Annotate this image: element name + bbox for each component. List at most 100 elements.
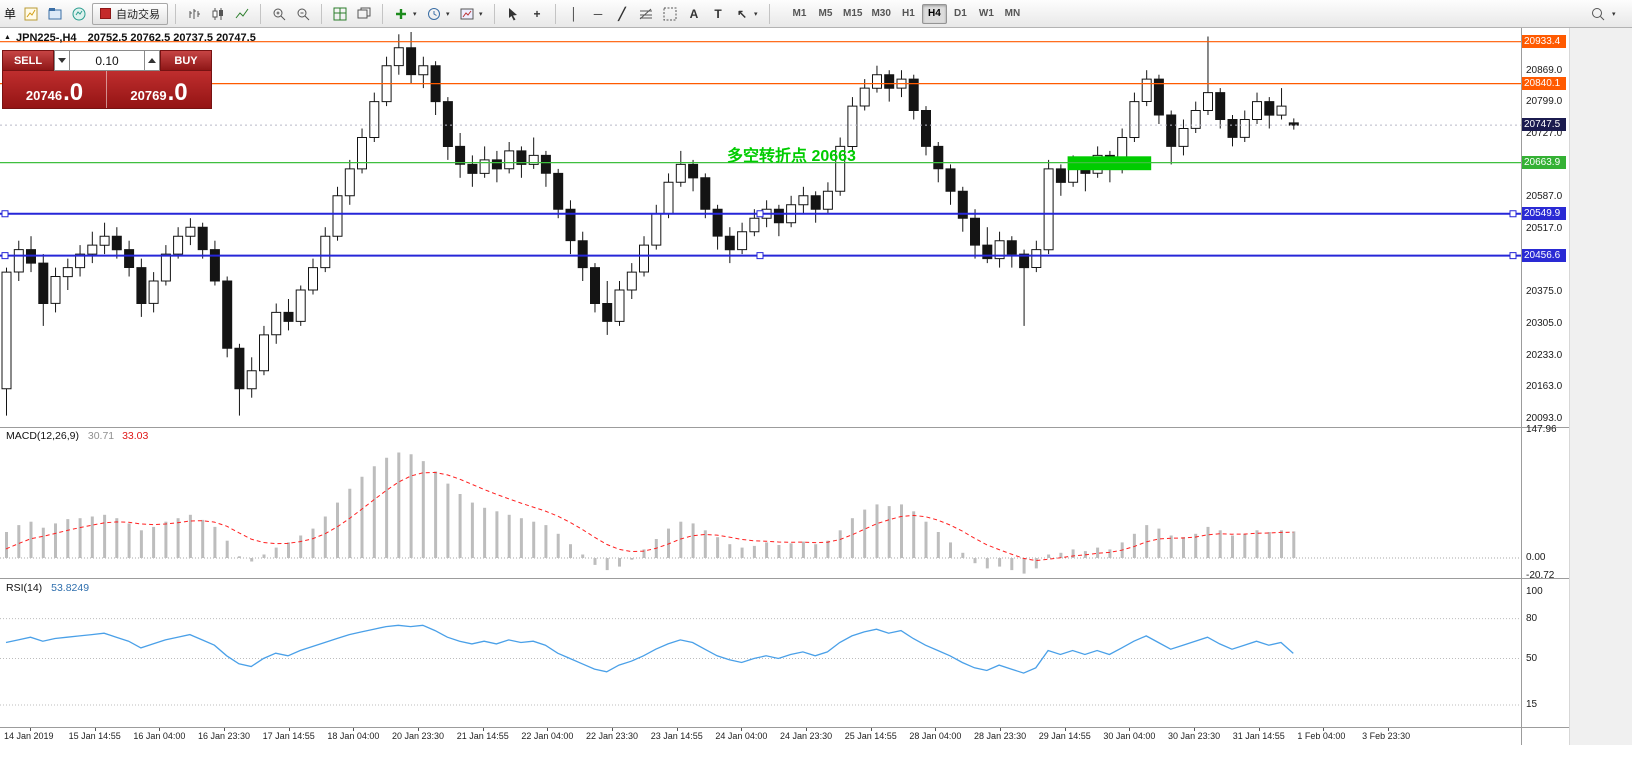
search-dropdown-icon[interactable]: ▾ [1612, 10, 1616, 18]
line-chart-mode-icon[interactable] [231, 2, 253, 26]
templates-dropdown-icon[interactable]: ▾ [479, 10, 483, 18]
fibonacci-tool-icon[interactable] [635, 2, 657, 26]
price-axis-label: 20727.0 [1526, 128, 1563, 140]
hline-handle[interactable] [757, 253, 763, 259]
time-axis-tick [482, 728, 484, 731]
time-axis-label: 16 Jan 04:00 [133, 731, 186, 741]
horizontal-line-tool-icon[interactable]: ─ [593, 6, 603, 21]
crosshair-tool-icon[interactable]: + [533, 6, 541, 21]
zoom-out-icon[interactable] [292, 2, 314, 26]
sell-price-int: 20746 [25, 88, 63, 103]
candle-up [848, 106, 857, 146]
sell-button[interactable]: SELL [2, 50, 54, 71]
candle-down [566, 209, 575, 240]
hline-handle[interactable] [1510, 253, 1516, 259]
rsi-line [6, 625, 1293, 673]
hline-handle[interactable] [2, 211, 8, 217]
timeframe-button-W1[interactable]: W1 [974, 4, 999, 24]
candle-down [811, 196, 820, 210]
volume-decrease-button[interactable] [54, 50, 70, 71]
arrows-dropdown-icon[interactable]: ▾ [754, 10, 758, 18]
bar-chart-mode-icon[interactable] [183, 2, 205, 26]
rsi-axis-label: 100 [1526, 586, 1543, 597]
candle-down [1020, 254, 1029, 268]
candle-down [39, 263, 48, 303]
time-axis-label: 30 Jan 23:30 [1168, 731, 1221, 741]
profiles-icon[interactable] [44, 2, 66, 26]
periods-icon[interactable] [423, 2, 445, 26]
time-axis[interactable]: 14 Jan 2019 15 Jan 14:55 16 Jan 04:00 16 Ja… [0, 728, 1521, 745]
search-icon[interactable] [1587, 2, 1609, 26]
price-axis-label: 20517.0 [1526, 222, 1563, 234]
time-axis-tick [94, 728, 96, 731]
candle-up [627, 272, 636, 290]
time-axis-tick [547, 728, 549, 731]
candle-down [591, 268, 600, 304]
hline-handle[interactable] [757, 211, 763, 217]
market-watch-icon[interactable] [68, 2, 90, 26]
time-axis-tick [1323, 728, 1325, 731]
candle-down [983, 245, 992, 259]
candle-down [431, 66, 440, 102]
text-tool-icon[interactable]: A [689, 6, 699, 21]
candle-up [1179, 129, 1188, 147]
indicators-icon[interactable] [390, 2, 412, 26]
sell-price-display[interactable]: 20746 .0 [3, 71, 107, 108]
trendline-tool-icon[interactable]: ╱ [618, 6, 626, 21]
tile-windows-icon[interactable] [329, 2, 351, 26]
new-order-button[interactable]: 单 [4, 7, 17, 21]
time-axis-tick [353, 728, 355, 731]
one-click-trade-panel: SELL 0.10 BUY 20746 .0 20769 .0 [2, 50, 212, 109]
candle-down [443, 102, 452, 147]
macd-histogram [7, 453, 1294, 574]
candle-down [1167, 115, 1176, 146]
cascade-windows-icon[interactable] [353, 2, 375, 26]
timeframe-button-M5[interactable]: M5 [813, 4, 838, 24]
timeframe-button-M15[interactable]: M15 [839, 4, 866, 24]
text-label-tool-icon[interactable]: T [714, 6, 722, 21]
timeframe-button-M30[interactable]: M30 [867, 4, 894, 24]
candle-down [689, 164, 698, 178]
rsi-indicator-label: RSI(14) 53.8249 [6, 582, 89, 594]
price-axis-label: 20587.0 [1526, 191, 1563, 203]
periods-dropdown-icon[interactable]: ▾ [446, 10, 450, 18]
timeframe-button-M1[interactable]: M1 [787, 4, 812, 24]
hline-handle[interactable] [1510, 211, 1516, 217]
chart-canvas[interactable] [0, 0, 1521, 745]
timeframe-button-D1[interactable]: D1 [948, 4, 973, 24]
vertical-line-tool-icon[interactable]: │ [570, 6, 578, 21]
candle-down [774, 209, 783, 223]
new-chart-icon[interactable] [20, 2, 42, 26]
timeframe-button-MN[interactable]: MN [1000, 4, 1025, 24]
cursor-tool-icon[interactable] [502, 2, 524, 26]
candle-up [615, 290, 624, 321]
price-axis[interactable]: 20869.0 20799.0 20727.0 20587.0 20517.0 20375… [1522, 0, 1569, 745]
rsi-panel-separator[interactable] [0, 578, 1569, 579]
macd-panel-separator[interactable] [0, 427, 1569, 428]
arrows-tool-icon[interactable]: ↖ [736, 6, 748, 21]
candle-up [161, 254, 170, 281]
green-highlight-box[interactable] [1067, 156, 1152, 171]
shapes-tool-icon[interactable] [659, 2, 681, 26]
zoom-in-icon[interactable] [268, 2, 290, 26]
buy-price-display[interactable]: 20769 .0 [107, 71, 211, 108]
volume-input[interactable]: 0.10 [70, 50, 144, 71]
candlestick-mode-icon[interactable] [207, 2, 229, 26]
auto-trading-button[interactable]: 自动交易 [92, 2, 168, 25]
candle-up [358, 138, 367, 169]
templates-icon[interactable] [456, 2, 478, 26]
pivot-annotation-text[interactable]: 多空转折点 20663 [727, 148, 856, 165]
candle-down [1007, 241, 1016, 255]
timeframe-button-H4[interactable]: H4 [921, 3, 947, 24]
timeframe-button-H1[interactable]: H1 [896, 4, 921, 24]
time-axis-tick [1388, 728, 1390, 731]
buy-button[interactable]: BUY [160, 50, 212, 71]
rsi-axis-label: 50 [1526, 652, 1538, 664]
hline-handle[interactable] [2, 253, 8, 259]
candle-down [1289, 123, 1298, 125]
indicators-dropdown-icon[interactable]: ▾ [413, 10, 417, 18]
time-axis-tick [288, 728, 290, 731]
one-click-collapse-icon[interactable]: ▲ [4, 34, 11, 41]
macd-axis-label: 147.96 [1526, 424, 1557, 435]
volume-increase-button[interactable] [144, 50, 160, 71]
